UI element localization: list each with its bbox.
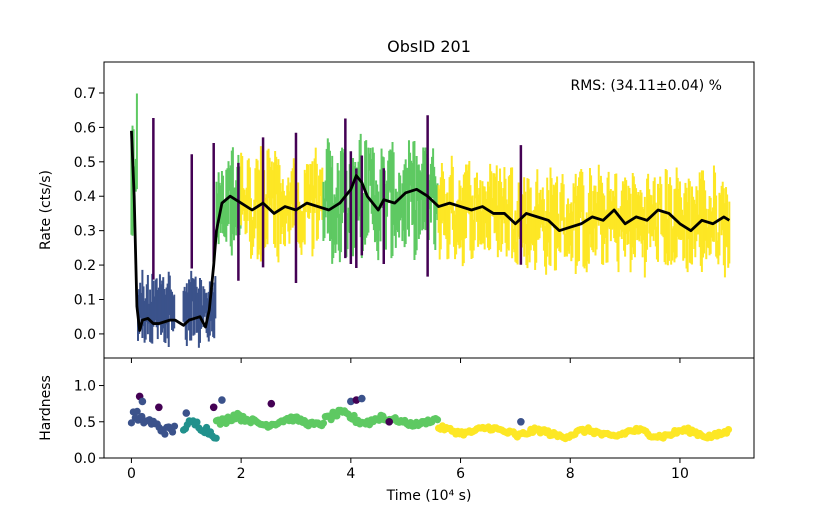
rate-y-tick-label: 0.3 [74,224,96,240]
hardness-series [127,392,733,443]
hardness-point [319,419,328,427]
hardness-y-axis-label: Hardness [38,375,54,441]
chart-title: ObsID 201 [387,37,471,56]
hardness-point [168,428,177,436]
x-tick-label: 10 [671,466,689,482]
x-tick-label: 4 [346,466,355,482]
rate-y-tick-label: 0.7 [74,86,96,102]
hardness-point-dark [267,399,276,408]
hardness-panel-frame [103,357,755,459]
hardness-y-ticks: 0.0 0.5 1.0 [74,379,104,467]
rate-y-tick-label: 0.1 [74,292,96,308]
rate-y-tick-label: 0.6 [74,120,96,136]
rate-y-tick-label: 0.4 [74,189,96,205]
smoothed-rate-group [130,130,731,332]
x-tick-label: 0 [127,466,136,482]
hardness-point [724,425,733,434]
rate-y-ticks: 0.0 0.1 0.2 0.3 0.4 0.5 0.6 0.7 [74,86,104,343]
hardness-point-dark [182,409,191,417]
hardness-point [161,430,169,438]
x-axis-label: Time (10⁴ s) [386,488,472,504]
rate-series [130,93,731,348]
hardness-point-dark [218,396,226,404]
x-tick-label: 6 [456,466,465,482]
rms-annotation: RMS: (34.11±0.04) % [570,78,722,94]
hardness-point-dark [358,394,366,403]
hardness-point-dark [517,417,525,426]
hardness-point-dark [209,403,218,412]
rate-panel: 0.0 0.1 0.2 0.3 0.4 0.5 0.6 0.7 Rate (cts/s) RM… [38,61,755,359]
hardness-y-tick-label: 1.0 [74,379,96,395]
hardness-point [333,412,341,420]
hardness-point [127,419,136,427]
x-tick-label: 2 [237,466,246,482]
hardness-point [350,411,358,420]
hardness-point [433,416,442,424]
rate-y-tick-label: 0.0 [74,327,96,343]
x-tick-label: 8 [566,466,575,482]
hardness-point [170,422,179,430]
hardness-point [133,407,141,415]
hardness-y-tick-label: 0.5 [74,415,96,431]
smoothed-rate-line [130,130,731,332]
rate-y-tick-label: 0.2 [74,258,96,274]
rate-y-axis-label: Rate (cts/s) [38,170,54,250]
hardness-point [193,418,201,426]
hardness-point [216,420,224,428]
hardness-point-dark [138,397,147,406]
hardness-panel: 0.0 0.5 1.0 Hardness [38,357,755,467]
hardness-point [212,434,220,442]
hardness-point-dark [155,403,163,412]
hardness-point-dark [385,417,394,426]
hardness-y-tick-label: 0.0 [74,451,96,467]
x-ticks: 0 2 4 6 8 10 [127,358,689,482]
rate-y-tick-label: 0.5 [74,155,96,171]
